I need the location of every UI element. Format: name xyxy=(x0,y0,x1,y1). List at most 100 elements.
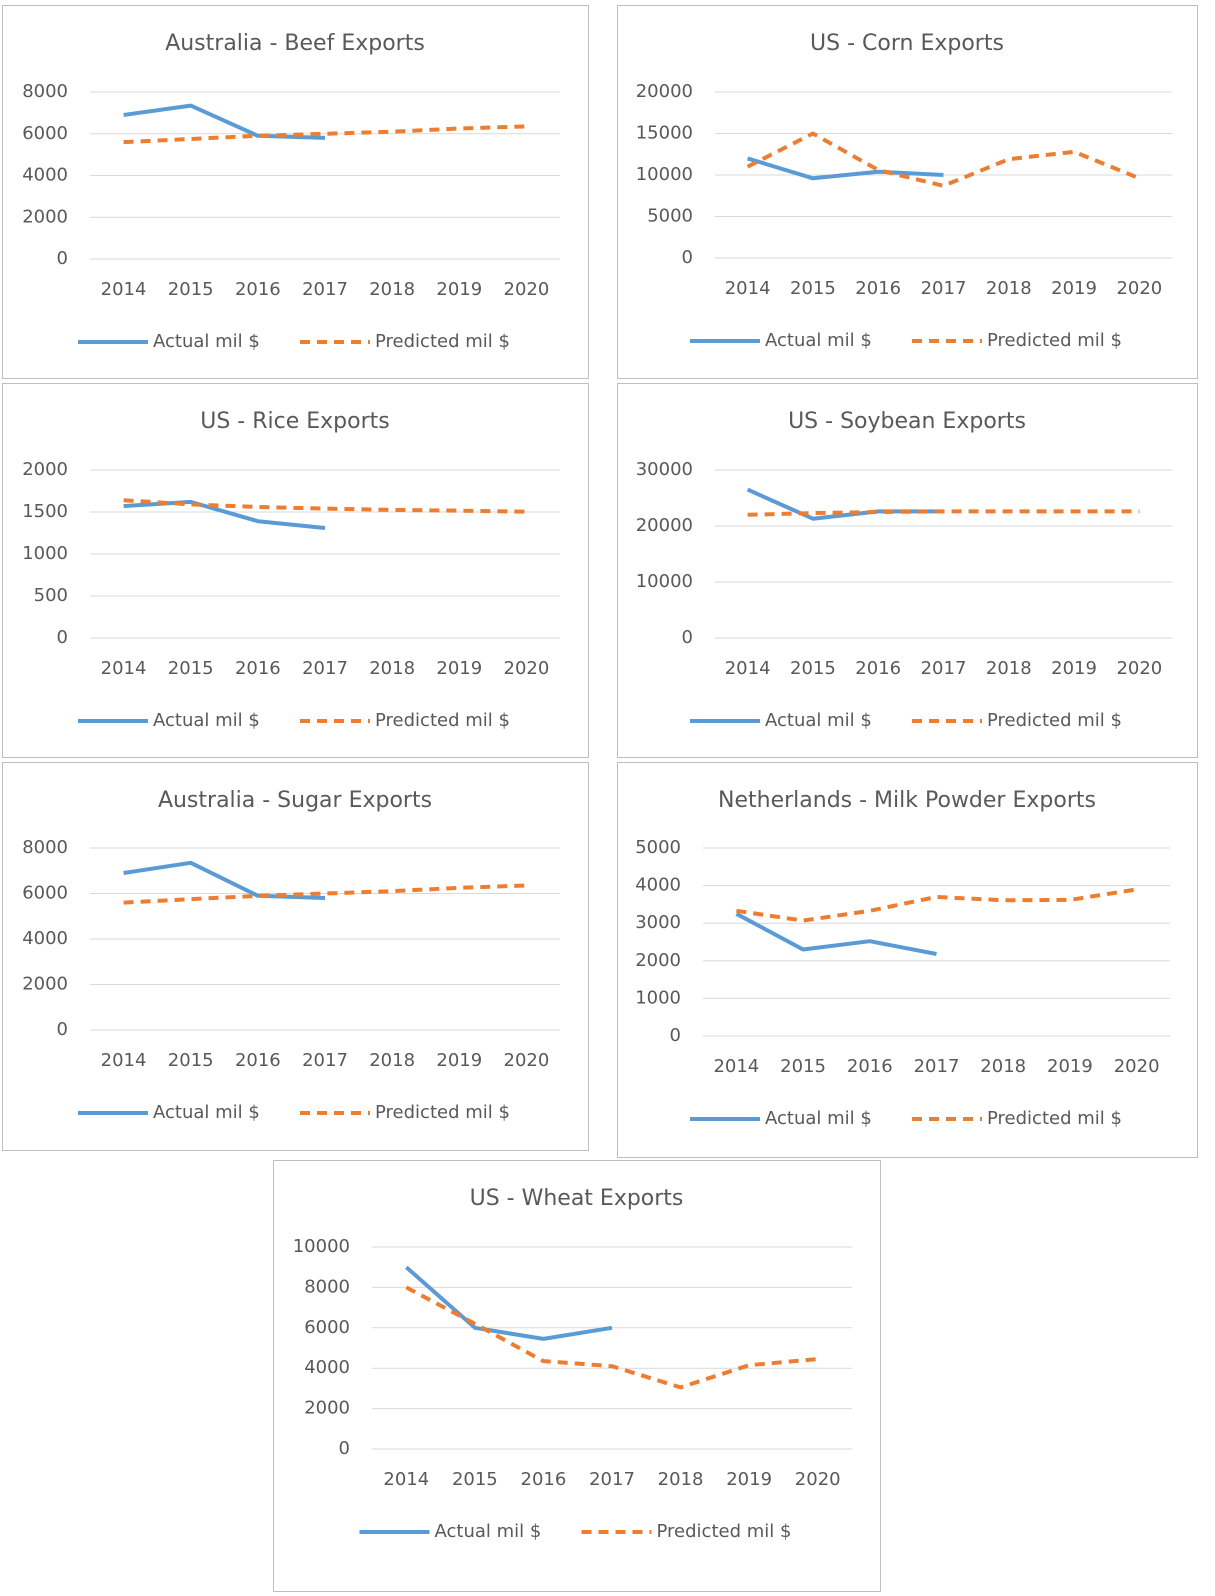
y-tick-label: 0 xyxy=(57,248,68,269)
y-tick-label: 8000 xyxy=(304,1276,350,1297)
data-line xyxy=(123,103,326,140)
legend-label: Actual mil $ xyxy=(765,330,872,351)
x-tick-label: 2014 xyxy=(725,278,771,299)
x-tick-label: 2015 xyxy=(168,658,214,679)
chart-panel: Netherlands - Milk Powder Exports 0 1000 20… xyxy=(617,762,1198,1158)
x-tick-label: 2017 xyxy=(914,1056,960,1077)
x-tick-label: 2017 xyxy=(921,658,967,679)
chart-title: US - Corn Exports xyxy=(810,31,1004,56)
y-tick-label: 4000 xyxy=(22,165,68,186)
x-tick-label: 2015 xyxy=(168,279,214,300)
y-tick-label: 10000 xyxy=(636,571,693,592)
y-tick-label: 2000 xyxy=(22,206,68,227)
legend-label: Actual mil $ xyxy=(765,1108,872,1129)
x-tick-label: 2016 xyxy=(235,1050,281,1071)
chart-panel: US - Wheat Exports 0 2000 4000 6000 8000 10000… xyxy=(273,1160,881,1592)
x-tick-label: 2017 xyxy=(589,1469,635,1490)
x-tick-label: 2014 xyxy=(725,658,771,679)
x-tick-label: 2018 xyxy=(980,1056,1026,1077)
y-tick-label: 0 xyxy=(682,247,693,268)
y-tick-label: 10000 xyxy=(636,164,693,185)
y-tick-label: 2000 xyxy=(635,950,681,971)
legend-label: Actual mil $ xyxy=(765,710,872,731)
x-tick-label: 2016 xyxy=(235,279,281,300)
x-tick-label: 2015 xyxy=(168,1050,214,1071)
chart-panel: Australia - Sugar Exports 0 2000 4000 6000 80… xyxy=(2,762,589,1151)
y-tick-label: 4000 xyxy=(304,1357,350,1378)
legend-label: Predicted mil $ xyxy=(375,331,510,352)
x-tick-label: 2015 xyxy=(790,658,836,679)
y-tick-label: 20000 xyxy=(636,515,693,536)
chart-panel: US - Soybean Exports 0 10000 20000 30000 2014… xyxy=(617,383,1198,758)
legend-label: Actual mil $ xyxy=(153,1102,260,1123)
y-tick-label: 5000 xyxy=(635,837,681,858)
y-tick-label: 4000 xyxy=(635,875,681,896)
x-tick-label: 2015 xyxy=(780,1056,826,1077)
x-tick-label: 2018 xyxy=(986,278,1032,299)
x-tick-label: 2016 xyxy=(235,658,281,679)
y-tick-label: 3000 xyxy=(635,912,681,933)
y-tick-label: 0 xyxy=(670,1025,681,1046)
panel-frame xyxy=(617,383,1198,758)
legend-label: Predicted mil $ xyxy=(987,710,1122,731)
panel-frame xyxy=(273,1160,881,1592)
panel-frame xyxy=(2,762,589,1151)
panel-frame xyxy=(617,5,1198,379)
x-tick-label: 2017 xyxy=(921,278,967,299)
y-tick-label: 8000 xyxy=(22,837,68,858)
y-tick-label: 0 xyxy=(339,1438,350,1459)
data-line xyxy=(746,131,1141,188)
x-tick-label: 2020 xyxy=(504,658,550,679)
x-tick-label: 2014 xyxy=(713,1056,759,1077)
x-tick-label: 2019 xyxy=(1051,278,1097,299)
y-tick-label: 4000 xyxy=(22,928,68,949)
x-tick-label: 2014 xyxy=(383,1469,429,1490)
legend-label: Predicted mil $ xyxy=(375,710,510,731)
chart-panel: US - Corn Exports 0 5000 10000 15000 20000 201… xyxy=(617,5,1198,379)
x-tick-label: 2019 xyxy=(726,1469,772,1490)
x-tick-label: 2020 xyxy=(504,279,550,300)
y-tick-label: 10000 xyxy=(293,1236,350,1257)
legend-label: Predicted mil $ xyxy=(987,1108,1122,1129)
y-tick-label: 6000 xyxy=(304,1317,350,1338)
x-tick-label: 2016 xyxy=(521,1469,567,1490)
x-tick-label: 2018 xyxy=(658,1469,704,1490)
data-line xyxy=(747,156,944,181)
y-tick-label: 0 xyxy=(682,627,693,648)
data-line xyxy=(404,1265,613,1341)
data-line xyxy=(747,509,1140,517)
chart-panel: Australia - Beef Exports 0 2000 4000 6000 800… xyxy=(2,5,589,379)
x-tick-label: 2018 xyxy=(369,658,415,679)
y-tick-label: 2000 xyxy=(304,1398,350,1419)
data-line xyxy=(123,499,326,530)
chart-panel: US - Rice Exports 0 500 1000 1500 2000 2014 201… xyxy=(2,383,589,758)
x-tick-label: 2019 xyxy=(1051,658,1097,679)
x-tick-label: 2020 xyxy=(795,1469,841,1490)
y-tick-label: 2000 xyxy=(22,459,68,480)
y-tick-label: 0 xyxy=(57,627,68,648)
x-tick-label: 2018 xyxy=(986,658,1032,679)
y-tick-label: 30000 xyxy=(636,459,693,480)
y-tick-label: 1000 xyxy=(22,543,68,564)
x-tick-label: 2019 xyxy=(436,1050,482,1071)
legend-label: Predicted mil $ xyxy=(987,330,1122,351)
y-tick-label: 6000 xyxy=(22,883,68,904)
x-tick-label: 2018 xyxy=(369,279,415,300)
chart-title: US - Wheat Exports xyxy=(470,1186,684,1211)
y-tick-label: 1500 xyxy=(22,501,68,522)
x-tick-label: 2019 xyxy=(1047,1056,1093,1077)
x-tick-label: 2014 xyxy=(101,658,147,679)
data-line xyxy=(123,860,326,900)
x-tick-label: 2019 xyxy=(436,658,482,679)
panel-frame xyxy=(2,383,589,758)
x-tick-label: 2017 xyxy=(302,1050,348,1071)
panel-frame xyxy=(617,762,1198,1158)
y-tick-label: 15000 xyxy=(636,123,693,144)
chart-title: US - Soybean Exports xyxy=(788,409,1026,434)
chart-title: Netherlands - Milk Powder Exports xyxy=(718,788,1096,813)
data-line xyxy=(746,487,944,521)
chart-title: Australia - Sugar Exports xyxy=(158,788,432,813)
data-line xyxy=(735,912,937,956)
